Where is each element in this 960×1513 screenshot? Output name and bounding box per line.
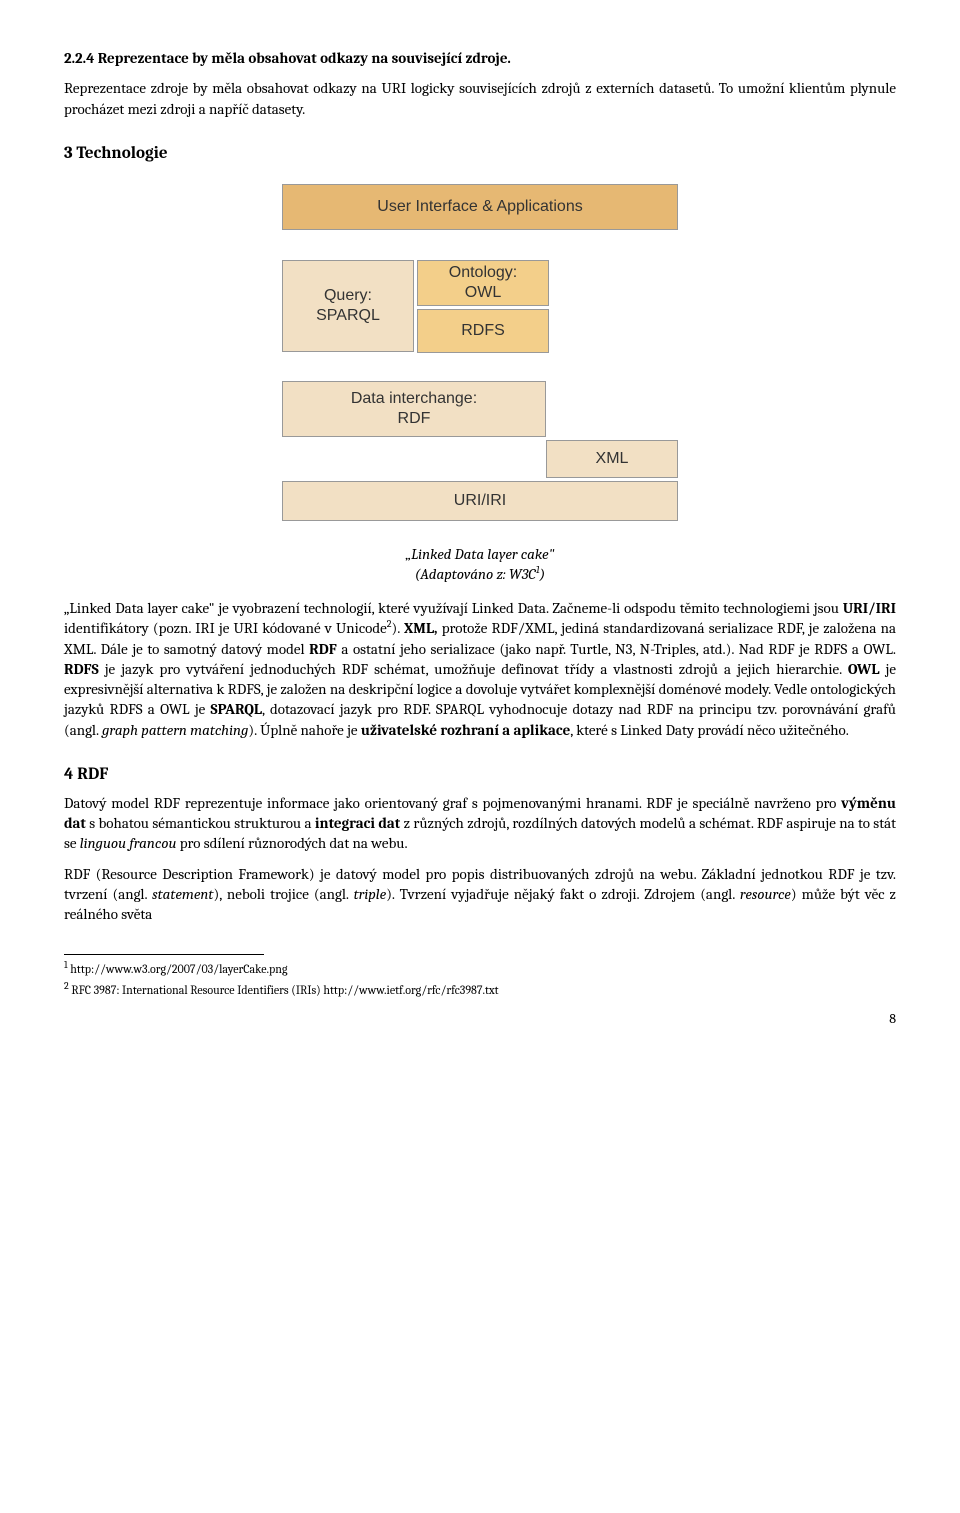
caption-line1: „Linked Data layer cake"	[406, 545, 555, 563]
section-4-p2: RDF (Resource Description Framework) je …	[64, 864, 896, 925]
diagram-box	[282, 233, 678, 257]
diagram-box: RDFS	[417, 309, 549, 353]
footnote-separator	[64, 954, 264, 955]
heading-2-2-4: 2.2.4 Reprezentace by měla obsahovat odk…	[64, 48, 896, 68]
diagram-box: Data interchange:RDF	[282, 381, 546, 437]
b: OWL	[848, 660, 880, 678]
b: XML,	[404, 619, 438, 637]
b: RDF	[309, 640, 337, 658]
heading-4: 4 RDF	[64, 764, 896, 787]
t: Datový model RDF reprezentuje informace …	[64, 794, 841, 812]
footnote-2: 2 RFC 3987: International Resource Ident…	[64, 980, 896, 998]
t: identifikátory (pozn. IRI je URI kódovan…	[64, 619, 387, 637]
diagram-box	[282, 440, 546, 478]
diagram-box: URI/IRI	[282, 481, 678, 521]
diagram-box: Ontology:OWL	[417, 260, 549, 306]
t: a ostatní jeho serializace (jako např. T…	[337, 640, 896, 658]
b: SPARQL	[211, 700, 263, 718]
t: , které s Linked Daty provádí něco užite…	[570, 721, 849, 739]
i: graph pattern matching	[102, 721, 248, 739]
b: RDFS	[64, 660, 99, 678]
layer-cake-diagram: User Interface & Applications Query:SPARQ…	[64, 184, 896, 524]
page-number: 8	[64, 1010, 896, 1029]
t: pro sdílení různorodých dat na webu.	[176, 834, 407, 852]
caption-line2-end: )	[540, 565, 546, 583]
fn-text: RFC 3987: International Resource Identif…	[69, 983, 499, 997]
fn-text: http://www.w3.org/2007/03/layerCake.png	[68, 962, 288, 976]
diagram-box: Query:SPARQL	[282, 260, 414, 352]
t: je jazyk pro vytváření jednoduchých RDF …	[99, 660, 848, 678]
t: „Linked Data layer cake" je vyobrazení t…	[64, 599, 843, 617]
t: ). Tvrzení vyjadřuje nějaký fakt o zdroj…	[386, 885, 740, 903]
footnote-1: 1 http://www.w3.org/2007/03/layerCake.pn…	[64, 959, 896, 977]
b: uživatelské rozhraní a aplikace	[361, 721, 570, 739]
i: statement	[152, 885, 213, 903]
heading-3: 3 Technologie	[64, 143, 896, 166]
diagram-box: XML	[546, 440, 678, 478]
b: URI/IRI	[843, 599, 896, 617]
para-2-2-4: Reprezentace zdroje by měla obsahovat od…	[64, 78, 896, 119]
i: resource	[740, 885, 791, 903]
section-3-body: „Linked Data layer cake" je vyobrazení t…	[64, 598, 896, 740]
diagram-box: User Interface & Applications	[282, 184, 678, 230]
caption-line2: (Adaptováno z: W3C	[415, 565, 536, 583]
t: ), neboli trojice (angl.	[213, 885, 353, 903]
t: s bohatou sémantickou strukturou a	[86, 814, 315, 832]
t: ).	[392, 619, 405, 637]
diagram-caption: „Linked Data layer cake" (Adaptováno z: …	[64, 544, 896, 585]
t: ). Úplně nahoře je	[248, 721, 360, 739]
i: linguou francou	[80, 834, 177, 852]
diagram-box	[282, 356, 678, 378]
b: integraci dat	[315, 814, 400, 832]
section-4-p1: Datový model RDF reprezentuje informace …	[64, 793, 896, 854]
i: triple	[354, 885, 387, 903]
